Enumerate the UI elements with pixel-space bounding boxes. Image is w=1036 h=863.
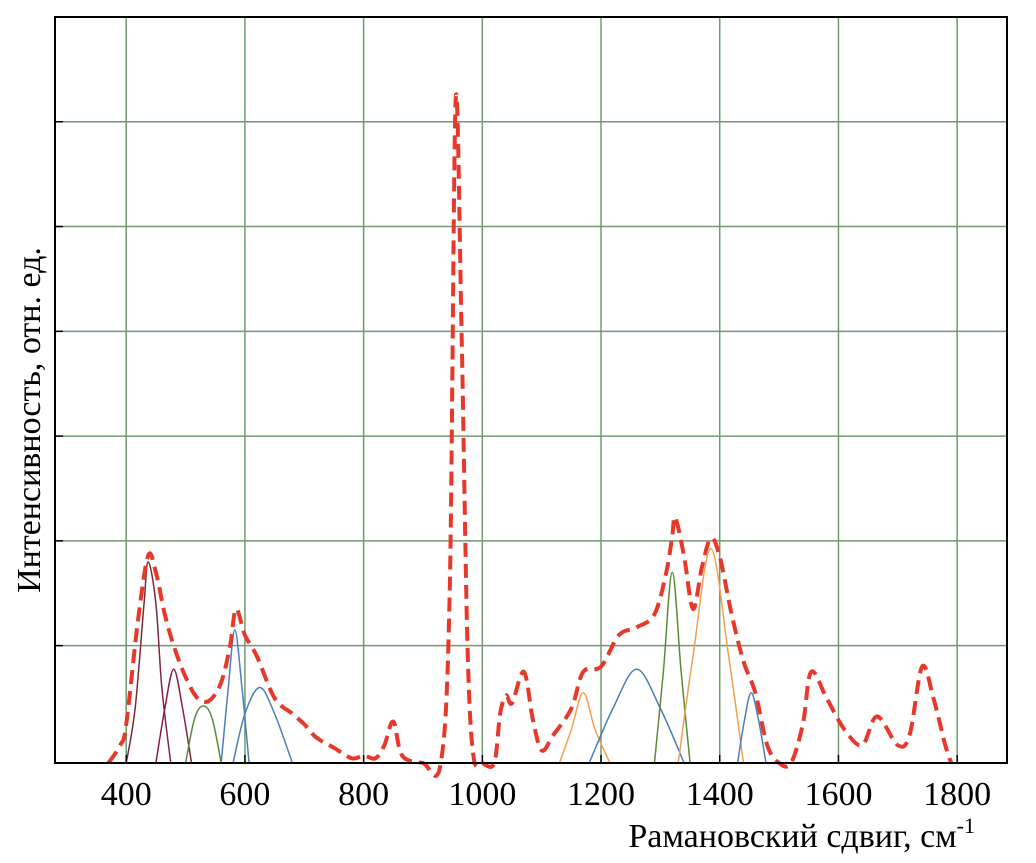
component-line (184, 705, 222, 764)
x-axis-label: Рамановский сдвиг, см-1 (628, 813, 975, 855)
component-line (736, 692, 767, 764)
x-tick-label: 800 (338, 776, 389, 813)
y-axis-label: Интенсивность, отн. ед. (11, 247, 48, 593)
component-line (558, 692, 611, 764)
x-axis-label-exponent: -1 (957, 813, 975, 838)
x-tick-label: 1800 (923, 776, 991, 813)
x-tick-label: 600 (219, 776, 270, 813)
plot-frame (54, 16, 1008, 764)
x-tick-label: 1400 (686, 776, 754, 813)
component-line (677, 547, 745, 764)
plot-marks (106, 92, 954, 778)
component-line (588, 668, 685, 764)
x-tick-label: 1200 (567, 776, 635, 813)
component-line (232, 686, 294, 764)
component-line (653, 571, 691, 764)
x-axis-label-text: Рамановский сдвиг, см (628, 818, 956, 855)
x-tick-label: 1600 (804, 776, 872, 813)
component-line (125, 561, 172, 764)
component-line (155, 668, 193, 764)
grid (55, 17, 1007, 763)
ticks: 400 600 800 1000 1200 1400 1600 1800 (55, 121, 991, 813)
x-tick-label: 400 (101, 776, 152, 813)
x-tick-label: 1000 (448, 776, 516, 813)
envelope-line (106, 92, 954, 778)
